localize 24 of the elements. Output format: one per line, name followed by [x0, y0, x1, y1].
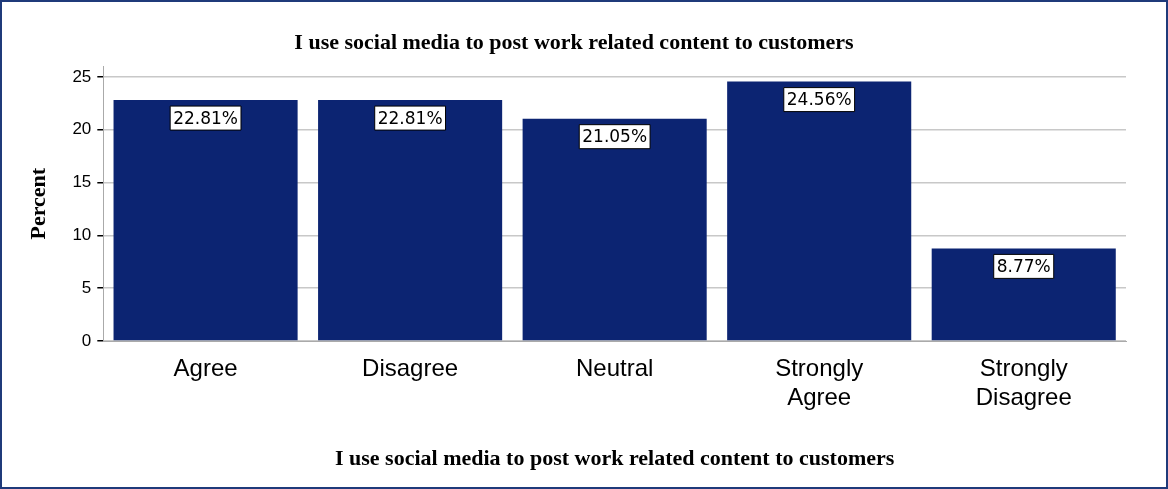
y-tick-label: 25: [72, 66, 92, 86]
x-tick-label: Neutral: [575, 354, 654, 382]
y-axis-title: Percent: [24, 167, 50, 240]
data-label: 22.81%: [173, 107, 238, 128]
x-axis-title: I use social media to post work related content to customers: [335, 445, 895, 471]
bar: [931, 248, 1116, 341]
data-label: 8.77%: [996, 255, 1051, 276]
y-tick-label: 10: [72, 225, 92, 245]
y-tick-label: 0: [81, 330, 92, 350]
x-tick-label: Strongly Agree: [775, 354, 864, 410]
bar: [113, 100, 298, 341]
data-label: 22.81%: [377, 107, 443, 128]
chart-title: I use social media to post work related content to customers: [294, 28, 855, 54]
x-tick-label: Disagree: [362, 354, 459, 382]
x-tick-label: Strongly Disagree: [975, 354, 1072, 410]
bar: [522, 118, 707, 341]
y-tick-label: 20: [72, 119, 92, 139]
y-tick-label: 5: [81, 277, 92, 297]
bar: [727, 81, 912, 341]
y-tick-label: 15: [72, 172, 92, 192]
x-tick-label: Agree: [173, 354, 238, 382]
bar: [318, 100, 503, 341]
data-label: 21.05%: [582, 126, 648, 147]
data-label: 24.56%: [786, 89, 852, 110]
